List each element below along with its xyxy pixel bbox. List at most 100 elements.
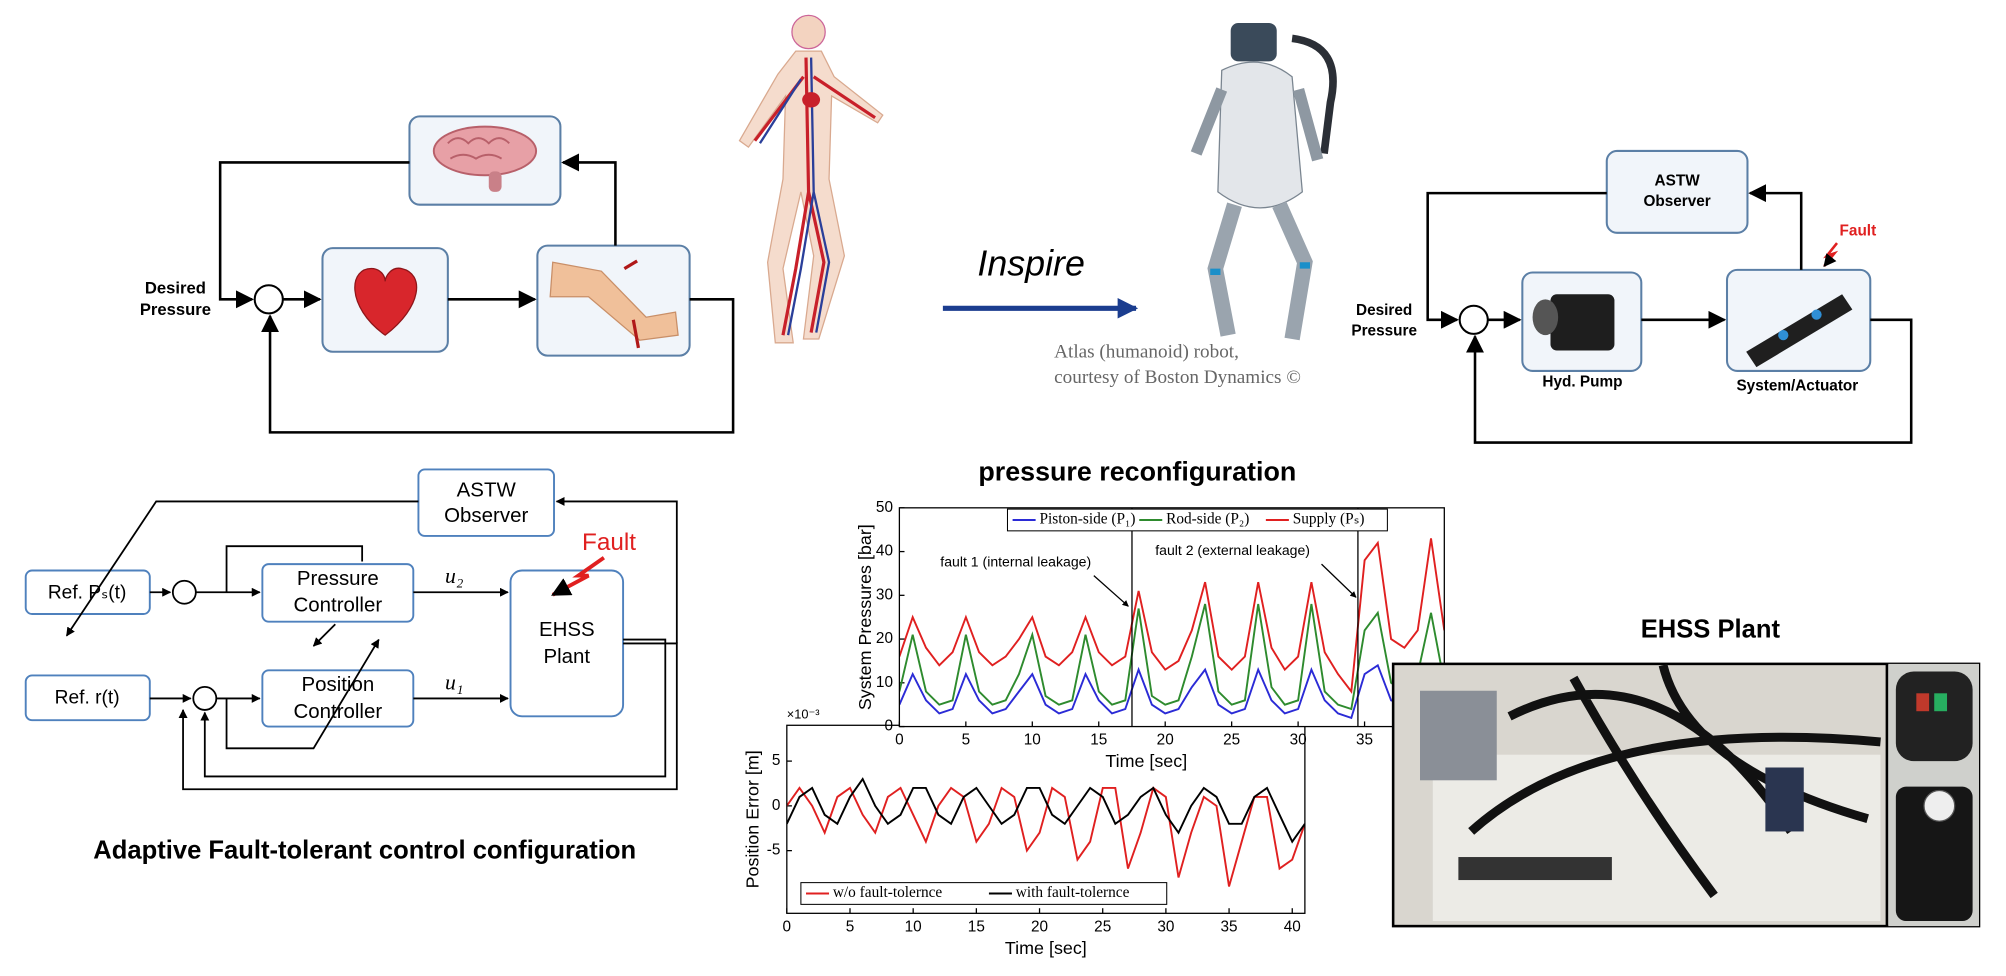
x-tick-label: 15 [968,918,985,935]
series-line [899,662,1445,720]
signal-label: u₂ [445,564,464,588]
legend-label: Rod-side (P₂) [1166,510,1249,527]
brain-icon [432,125,538,192]
input-label: Desired [1356,302,1412,319]
caption: Adaptive Fault-tolerant control configur… [93,837,636,865]
observer-box [1605,149,1749,234]
charts: 0 5 10 15 20 25 30 35 40 -5 0 5 w/o fault-tolernce wi… [742,456,1445,958]
y-multiplier: ×10⁻³ [787,706,820,721]
arrow [225,638,380,750]
controller-label: Controller [294,594,383,617]
legend-label: w/o fault-tolernce [833,884,943,901]
series-line [899,538,1445,695]
x-tick-label: 10 [905,918,922,935]
plant-label: Plant [543,645,590,668]
controller-label: Controller [294,700,383,723]
arrow [65,500,419,637]
input-label: Desired [145,278,206,297]
controller-label: Position [301,673,374,696]
observer-label: Observer [444,504,528,527]
plant-box [509,569,625,718]
input-label: Pressure [1351,322,1417,339]
y-tick-label: 10 [876,674,893,691]
series-line [786,777,1305,844]
fault-bolt [551,556,606,597]
sum-junction [192,686,218,711]
input-label: Pressure [140,300,211,319]
series-line [786,786,1305,887]
inspire-label: Inspire [977,244,1084,284]
y-axis-label: Position Error [m] [742,750,762,888]
photo-title: EHSS Plant [1641,615,1781,643]
plot-area [899,507,1445,727]
bio-loop: Desired Pressure [140,115,735,434]
x-tick-label: 20 [1031,918,1048,935]
y-tick-label: 50 [876,499,893,516]
human-figure [738,14,884,344]
fault-label: Fault [582,529,636,556]
x-tick-label: 0 [783,918,792,935]
robot [1190,23,1337,341]
x-tick-label: 25 [1223,732,1240,749]
fault-label: Fault [1840,223,1877,240]
x-tick-label: 35 [1221,918,1238,935]
x-tick-label: 40 [1284,918,1301,935]
annotation: fault 1 (internal leakage) [940,554,1091,570]
ref-label: Ref. r(t) [55,687,120,708]
chart: 0 5 10 15 20 25 30 35 40 -5 0 5 w/o fault-tolernce wi… [742,706,1306,958]
arrow [561,153,617,246]
controller-label: Pressure [297,567,379,590]
annotation: fault 2 (external leakage) [1155,542,1310,558]
annotation-arrow [1093,575,1129,607]
plant-photo: EHSS Plant [1391,615,1981,928]
observer-label: ASTW [457,479,517,502]
wire [225,545,364,593]
x-tick-label: 35 [1356,732,1373,749]
observer-label: Observer [1643,193,1710,210]
sum-junction [253,284,284,315]
signal-label: u₁ [445,670,463,694]
legend-label: Piston-side (P₁) [1039,510,1135,527]
y-tick-label: 20 [876,630,893,647]
sum-junction [1458,304,1489,335]
legend-box [800,882,1168,905]
arrow [1426,191,1607,329]
x-tick-label: 5 [962,732,971,749]
actuator-icon [1746,294,1853,368]
pump-icon [1532,294,1615,351]
x-tick-label: 0 [895,732,904,749]
x-axis-label: Time [sec] [1005,938,1087,958]
arrow [218,161,410,309]
x-tick-label: 30 [1157,918,1174,935]
heart-icon [354,267,418,336]
feedback-arrow [200,638,667,778]
y-tick-label: 5 [772,752,781,769]
chart-title: pressure reconfiguration [978,456,1296,486]
arrow [1748,184,1803,270]
arm-icon [549,261,679,341]
robot-caption: courtesy of Boston Dynamics © [1054,367,1301,388]
axes-box [898,507,1445,728]
y-tick-label: 0 [772,797,781,814]
observer-label: ASTW [1655,173,1701,190]
pump-label: Hyd. Pump [1542,374,1622,391]
feedback-arrow [1466,318,1913,444]
observer-box [417,468,555,537]
x-tick-label: 30 [1290,732,1307,749]
robot-caption: Atlas (humanoid) robot, [1054,341,1239,362]
ref-label: Ref. Pₛ(t) [48,583,127,604]
feedback-arrow [178,642,678,791]
legend-label: Supply (Pₛ) [1293,510,1365,527]
ftc-diagram: ASTW Observer Ref. Pₛ(t) Ref. r(t) Press… [24,468,678,865]
x-tick-label: 15 [1090,732,1107,749]
x-tick-label: 25 [1094,918,1111,935]
y-axis-label: System Pressures [bar] [855,524,875,710]
legend-label: with fault-tolernce [1016,884,1130,901]
x-axis-label: Time [sec] [1105,751,1187,771]
y-tick-label: 40 [876,543,893,560]
arrow [555,496,678,644]
fault-bolt [1823,242,1839,268]
sum-junction [171,579,197,605]
y-tick-label: 30 [876,586,893,603]
